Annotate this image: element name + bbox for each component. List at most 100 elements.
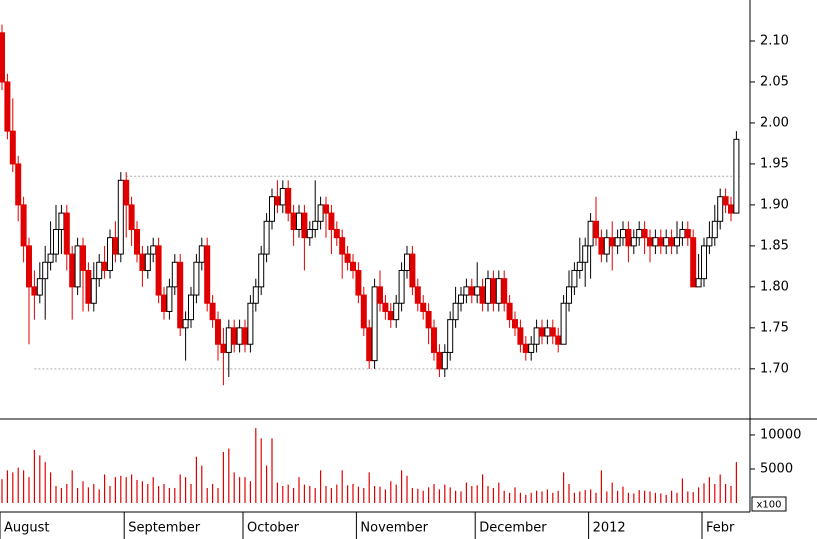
month-label: November [360,521,428,536]
candle-body [274,196,281,206]
candle-body [47,253,54,263]
candle-body [236,327,243,345]
candle-body [630,237,637,247]
month-label: September [128,521,201,536]
candle-body [398,269,405,304]
candle-body [9,130,16,165]
candle-body [4,81,11,132]
candle-body [252,286,259,304]
candle-body [296,212,302,230]
candle-body [333,228,340,239]
candle-body [528,343,535,353]
candle-body [242,327,248,345]
candle-body [177,261,184,329]
candle-body [452,302,459,321]
candle-body [328,212,335,230]
candle-body [668,237,675,247]
candle-body [522,343,529,353]
candle-body [409,253,416,288]
candle-body [544,327,551,337]
y-tick-label: 2.05 [760,74,789,89]
candle-body [15,163,22,206]
candle-body [215,319,221,345]
y-tick-label: 1.70 [760,361,789,376]
candle-body [74,245,81,288]
candle-body [425,310,432,329]
candle-body [323,204,329,214]
candle-body [339,237,346,255]
candle-body [441,351,448,370]
y-tick-label: 1.85 [760,238,789,253]
candle-body [301,212,308,239]
candle-body [539,327,545,337]
candle-body [582,245,589,263]
candle-body [490,278,497,304]
candle-body [360,294,367,329]
candle-body [247,302,254,345]
candle-body [128,204,135,230]
candle-body [134,228,140,255]
candle-body [733,138,740,214]
candle-body [463,286,470,296]
y-tick-label: 1.80 [760,279,789,294]
candle-body [414,286,421,304]
candle-body [317,204,324,222]
volume-tick-label: 5000 [760,461,793,476]
candle-body [96,261,103,280]
candle-body [312,220,319,230]
candle-body [684,228,691,239]
candle-body [717,196,724,222]
candle-body [593,220,599,239]
candle-body [652,237,659,247]
y-tick-label: 2.00 [760,115,789,130]
candle-body [355,269,362,296]
candle-body [263,220,270,255]
candle-body [371,286,378,362]
candle-body [706,237,713,247]
candle-body [566,286,572,304]
candle-body [366,327,373,362]
candle-body [279,188,286,206]
candle-body [306,228,313,239]
month-label: October [247,521,300,536]
candle-body [636,228,643,239]
candle-body [123,179,130,206]
candle-body [603,237,610,255]
candle-body [555,335,562,345]
candle-body [182,319,189,329]
candle-body [155,245,162,296]
candle-body [193,261,200,296]
candle-body [101,261,108,271]
candle-body [26,245,32,288]
candle-body [501,278,508,304]
candle-body [533,327,540,345]
month-label: 2012 [593,521,626,536]
candle-body [728,204,734,214]
candle-body [188,294,194,321]
candle-body [20,204,27,247]
candle-body [404,253,410,271]
candle-body [641,228,648,239]
candle-body [722,196,729,206]
candle-body [69,253,76,288]
candle-body [587,220,594,247]
candle-body [144,253,151,271]
candle-body [107,237,113,271]
candle-body [36,278,43,296]
candle-body [485,278,491,304]
candle-body [679,228,686,239]
candle-body [479,286,486,304]
candle-body [220,343,227,353]
candle-body [198,245,205,263]
volume-unit: x100 [756,500,781,511]
candle-body [63,212,70,255]
candle-body [258,253,265,288]
candle-body [614,237,621,247]
candle-body [42,261,49,280]
candle-body [447,319,454,353]
candle-body [90,278,97,304]
candle-body [420,302,427,312]
candle-body [695,278,702,288]
unit-box [751,496,787,512]
candle-body [495,278,502,304]
